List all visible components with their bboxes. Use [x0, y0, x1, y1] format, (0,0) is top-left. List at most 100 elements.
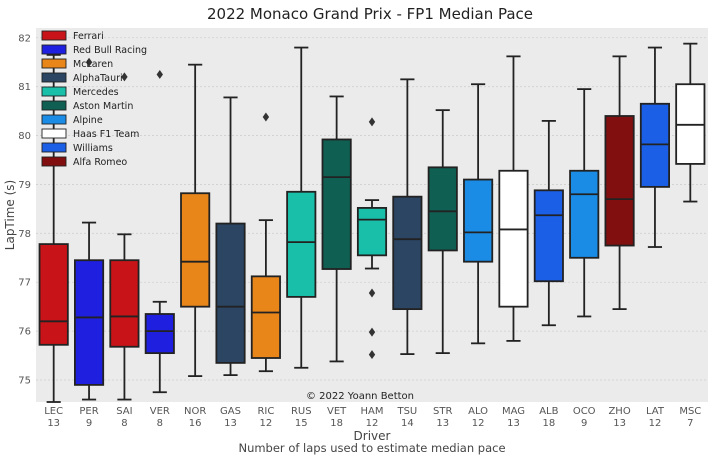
box-lat	[639, 46, 670, 248]
outlier-point	[262, 112, 270, 122]
x-tick-laps: 12	[366, 418, 379, 429]
box-iqr	[569, 169, 600, 259]
x-tick-driver: NOR	[184, 406, 206, 417]
x-tick-driver: MAG	[502, 406, 525, 417]
x-tick-driver: RIC	[257, 406, 274, 417]
legend-swatch	[41, 86, 67, 97]
x-tick-laps: 13	[613, 418, 626, 429]
box-ric	[250, 112, 281, 373]
x-tick-laps: 14	[401, 418, 414, 429]
x-tick-driver: ALO	[468, 406, 488, 417]
x-tick-laps: 12	[260, 418, 273, 429]
x-tick-driver: RUS	[291, 406, 312, 417]
box-iqr	[215, 222, 246, 364]
box-iqr	[604, 115, 635, 247]
box-iqr	[180, 192, 211, 308]
x-tick-driver: LAT	[646, 406, 665, 417]
outlier-point	[368, 288, 376, 298]
x-tick-laps: 8	[121, 418, 127, 429]
box-tsu	[392, 78, 423, 355]
legend-swatch	[41, 156, 67, 167]
x-tick-driver: VET	[327, 406, 347, 417]
x-tick-laps: 9	[581, 418, 587, 429]
box-zho	[604, 55, 635, 311]
box-per	[74, 57, 105, 401]
legend-label: Alpine	[73, 115, 103, 126]
y-tick-label: 77	[18, 278, 31, 289]
y-tick-labels: 75 76 77 78 79 80 81 82	[18, 33, 31, 386]
x-tick-laps: 8	[157, 418, 163, 429]
box-mag	[498, 55, 529, 342]
x-tick-laps: 12	[472, 418, 485, 429]
box-iqr	[250, 275, 281, 359]
x-tick-driver: OCO	[573, 406, 596, 417]
outlier-point	[368, 117, 376, 127]
x-tick-driver: HAM	[361, 406, 384, 417]
x-tick-laps: 9	[86, 418, 92, 429]
x-tick-driver: MSC	[679, 406, 701, 417]
x-tick-laps: 18	[542, 418, 555, 429]
legend-label: McLaren	[73, 59, 113, 70]
legend-label: Alfa Romeo	[73, 157, 127, 168]
box-iqr	[144, 313, 175, 355]
y-tick-label: 75	[18, 376, 31, 387]
legend-swatch	[41, 142, 67, 153]
legend-swatch	[41, 114, 67, 125]
box-sai	[109, 72, 140, 401]
box-iqr	[109, 259, 140, 348]
legend-label: Aston Martin	[73, 101, 133, 112]
legend-label: Ferrari	[73, 31, 104, 42]
x-tick-driver: VER	[150, 406, 170, 417]
x-tick-driver: PER	[79, 406, 98, 417]
y-tick-label: 76	[18, 327, 31, 338]
y-axis-label: LapTime (s)	[3, 180, 17, 250]
watermark: © 2022 Yoann Betton	[306, 391, 414, 402]
legend-label: Mercedes	[73, 87, 119, 98]
legend-label: AlphaTauri	[73, 73, 123, 84]
box-iqr	[74, 259, 105, 386]
box-iqr	[356, 207, 388, 257]
box-vet	[321, 95, 352, 363]
y-tick-label: 79	[18, 180, 31, 191]
legend-swatch	[41, 100, 67, 111]
x-tick-laps: 7	[687, 418, 693, 429]
legend-swatch	[41, 128, 67, 139]
box-iqr	[533, 189, 564, 283]
box-iqr	[498, 169, 529, 308]
x-tick-driver: SAI	[116, 406, 132, 417]
outlier-point	[368, 350, 376, 360]
x-tick-laps: 16	[189, 418, 202, 429]
x-tick-laps: 13	[436, 418, 449, 429]
box-ver	[144, 69, 175, 394]
box-iqr	[321, 138, 352, 270]
x-tick-laps: 15	[295, 418, 308, 429]
legend-label: Haas F1 Team	[73, 129, 139, 140]
box-nor	[180, 63, 211, 377]
x-tick-laps: 18	[330, 418, 343, 429]
y-tick-label: 82	[18, 33, 31, 44]
outlier-point	[156, 69, 163, 79]
x-tick-laps: 13	[507, 418, 520, 429]
box-iqr	[427, 166, 458, 252]
box-iqr	[392, 195, 423, 311]
outlier-point	[85, 57, 93, 67]
x-axis-label: Driver	[354, 429, 391, 443]
box-gas	[215, 96, 246, 377]
box-ham	[356, 117, 388, 360]
outlier-point	[368, 327, 376, 337]
x-tick-driver: GAS	[220, 406, 241, 417]
box-rus	[286, 46, 317, 369]
box-series	[38, 42, 706, 403]
outlier-point	[121, 72, 128, 82]
box-iqr	[463, 178, 494, 263]
legend-swatch	[41, 44, 67, 55]
x-tick-driver: ALB	[539, 406, 558, 417]
legend-label: Red Bull Racing	[73, 45, 147, 56]
box-oco	[569, 88, 600, 318]
y-tick-label: 80	[18, 131, 31, 142]
box-iqr	[38, 243, 69, 346]
x-tick-driver: TSU	[396, 406, 417, 417]
legend-swatch	[41, 72, 67, 83]
x-tick-laps: 13	[47, 418, 60, 429]
